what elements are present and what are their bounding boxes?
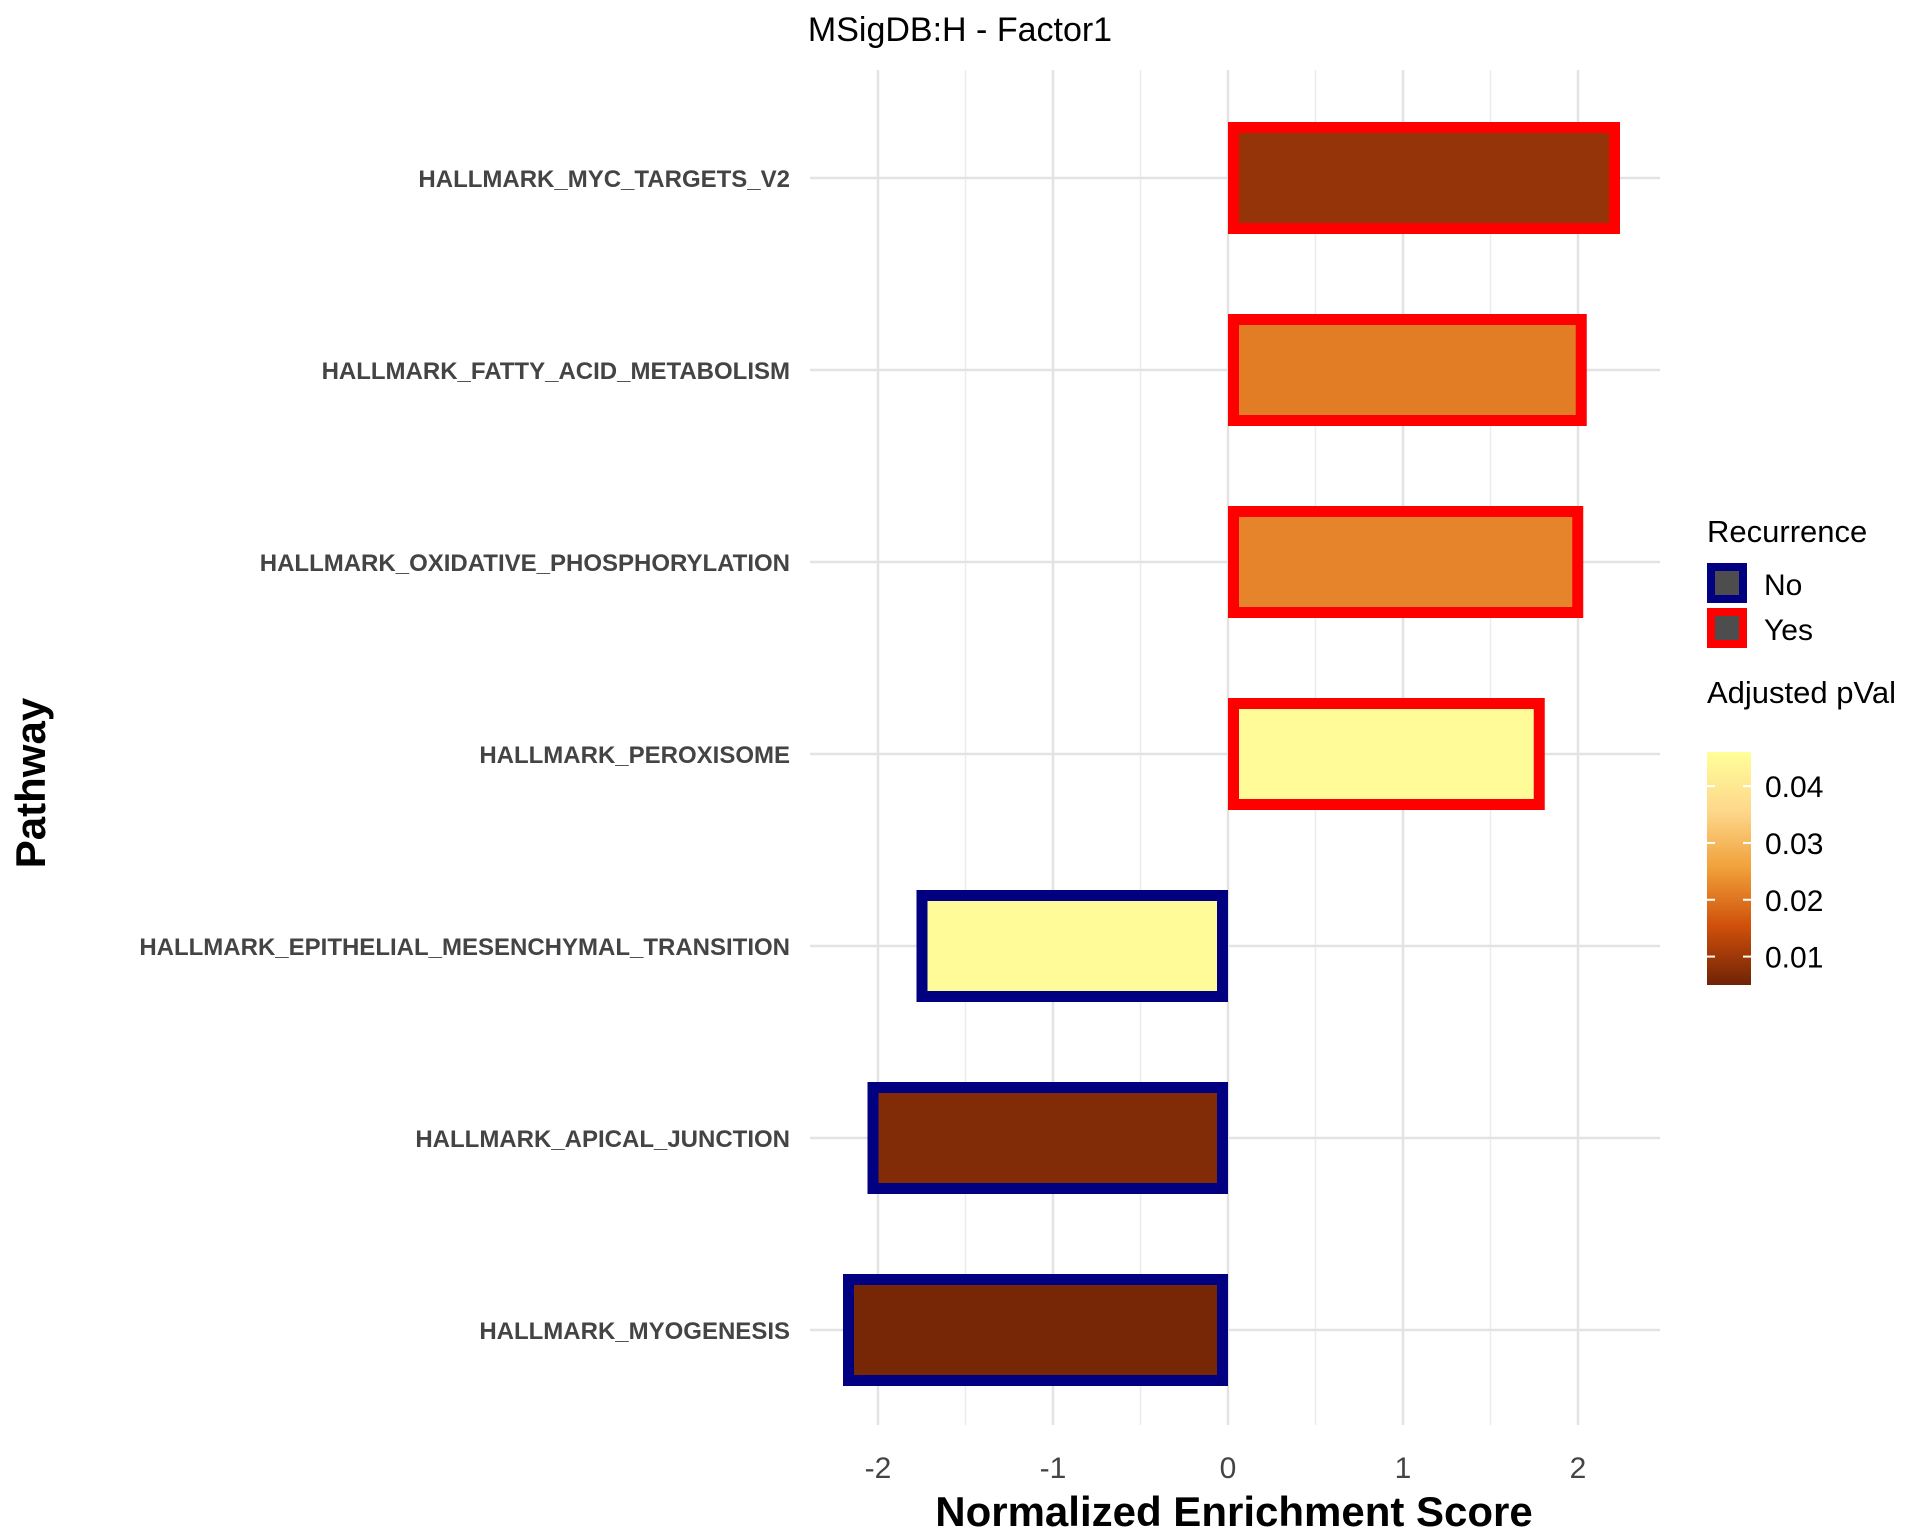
bar-hallmark-myc-targets-v2 [1228, 122, 1620, 234]
x-axis-title: Normalized Enrichment Score [935, 1488, 1533, 1535]
legend-key-yes [1707, 608, 1747, 648]
bar-hallmark-epithelial-mesenchymal-transition [916, 890, 1228, 1002]
y-tick-label: HALLMARK_APICAL_JUNCTION [415, 1126, 790, 1153]
y-axis-title: Pathway [7, 697, 54, 868]
bars [843, 122, 1620, 1386]
bar-hallmark-fatty-acid-metabolism [1228, 314, 1587, 426]
legend-key-no [1707, 563, 1747, 603]
y-tick-label: HALLMARK_EPITHELIAL_MESENCHYMAL_TRANSITI… [139, 934, 790, 961]
y-tick-labels: HALLMARK_MYC_TARGETS_V2 HALLMARK_FATTY_AC… [139, 166, 790, 1345]
bar-hallmark-myogenesis [843, 1274, 1228, 1386]
recurrence-legend-title: Recurrence [1707, 514, 1867, 549]
colorbar-tick-label: 0.02 [1765, 885, 1823, 918]
colorbar-tick-label: 0.03 [1765, 828, 1823, 861]
colorbar-tick-label: 0.04 [1765, 771, 1823, 804]
colorbar-tick-label: 0.01 [1765, 942, 1823, 975]
y-tick-label: HALLMARK_MYOGENESIS [479, 1318, 790, 1345]
chart-title: MSigDB:H - Factor1 [808, 11, 1112, 49]
legend-label-yes: Yes [1764, 614, 1813, 647]
x-tick-label: 2 [1570, 1452, 1587, 1485]
x-tick-label: -1 [1040, 1452, 1067, 1485]
x-tick-label: 1 [1395, 1452, 1412, 1485]
y-tick-label: HALLMARK_PEROXISOME [479, 742, 790, 769]
pval-legend-title: Adjusted pVal [1707, 675, 1896, 710]
bar-hallmark-oxidative-phosphorylation [1228, 506, 1584, 618]
x-tick-label: -2 [865, 1452, 892, 1485]
x-tick-label: 0 [1220, 1452, 1237, 1485]
pval-legend: Adjusted pVal 0.04 0.03 0.02 0.01 [1707, 675, 1896, 985]
recurrence-legend: Recurrence No Yes [1707, 514, 1867, 648]
y-tick-label: HALLMARK_FATTY_ACID_METABOLISM [322, 358, 790, 385]
bar-hallmark-peroxisome [1228, 698, 1545, 810]
legend-label-no: No [1764, 569, 1802, 602]
y-tick-label: HALLMARK_OXIDATIVE_PHOSPHORYLATION [260, 550, 790, 577]
pval-colorbar [1707, 752, 1751, 985]
bar-hallmark-apical-junction [867, 1082, 1228, 1194]
y-tick-label: HALLMARK_MYC_TARGETS_V2 [418, 166, 790, 193]
x-tick-labels: -2 -1 0 1 2 [865, 1452, 1587, 1485]
